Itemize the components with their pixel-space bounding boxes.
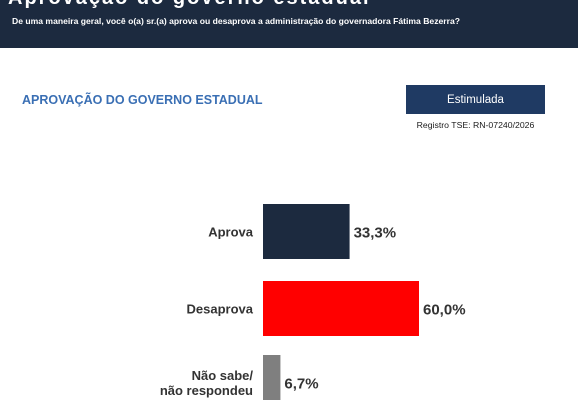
category-label: Não sabe/não respondeu	[160, 368, 254, 398]
value-label: 60,0%	[423, 302, 466, 319]
bar-3	[263, 355, 281, 400]
page-title: Aprovação do governo estadual	[8, 0, 371, 10]
category-label: Aprova	[208, 225, 254, 240]
bar-1	[263, 204, 350, 259]
header-bar: Aprovação do governo estadual De uma man…	[0, 0, 578, 48]
section-title: APROVAÇÃO DO GOVERNO ESTADUAL	[22, 93, 263, 107]
value-label: 6,7%	[284, 376, 318, 393]
category-label: Desaprova	[187, 302, 254, 317]
registro-tse: Registro TSE: RN-07240/2026	[416, 120, 535, 130]
survey-question: De uma maneira geral, você o(a) sr.(a) a…	[12, 16, 460, 26]
value-label: 33,3%	[354, 225, 397, 242]
bar-2	[263, 281, 419, 336]
method-badge: Estimulada	[406, 85, 545, 114]
